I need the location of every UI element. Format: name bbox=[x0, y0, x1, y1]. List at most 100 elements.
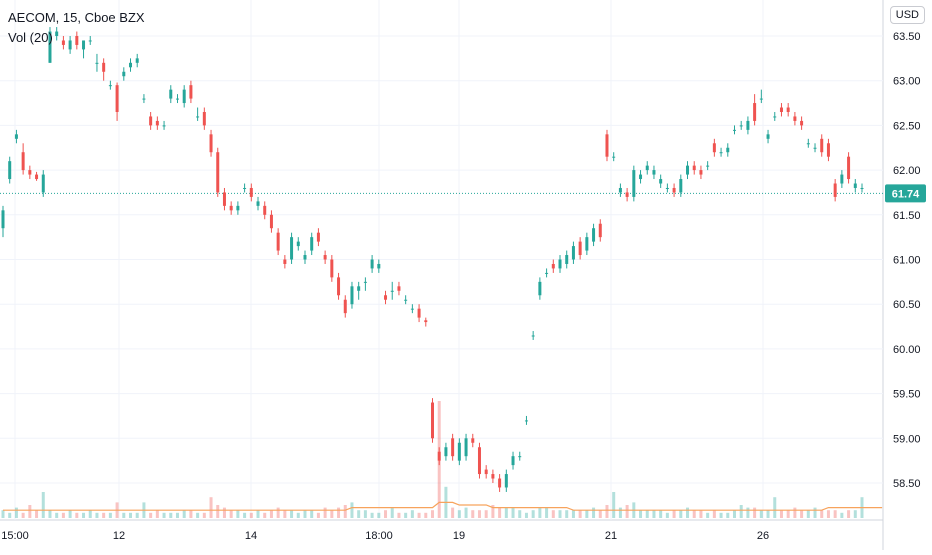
candle-body bbox=[95, 62, 99, 64]
candle-body bbox=[48, 31, 52, 63]
volume-bar bbox=[524, 512, 528, 518]
volume-bar bbox=[108, 512, 112, 518]
volume-bar bbox=[753, 507, 757, 518]
volume-bar bbox=[88, 510, 92, 518]
candle-body bbox=[410, 308, 414, 310]
y-tick-label: 59.50 bbox=[893, 389, 921, 401]
y-tick-label: 61.00 bbox=[893, 255, 921, 267]
candle-body bbox=[115, 85, 119, 112]
volume-bar bbox=[169, 512, 173, 518]
candle-body bbox=[524, 420, 528, 422]
candle-body bbox=[605, 134, 609, 157]
x-tick-label: 26 bbox=[757, 530, 769, 542]
volume-bar bbox=[102, 512, 106, 518]
volume-bar bbox=[182, 510, 186, 518]
volume-bar bbox=[75, 512, 79, 518]
candle-body bbox=[766, 134, 770, 139]
candle-body bbox=[726, 147, 730, 153]
candle-body bbox=[484, 469, 488, 475]
candle-body bbox=[397, 286, 401, 291]
volume-bar bbox=[41, 492, 45, 518]
volume-bar bbox=[35, 510, 39, 518]
candle-body bbox=[417, 308, 421, 318]
candle-body bbox=[840, 174, 844, 184]
candle-body bbox=[263, 205, 267, 215]
candle-body bbox=[639, 174, 643, 180]
volume-bar bbox=[578, 510, 582, 518]
candle-body bbox=[571, 246, 575, 260]
volume-bar bbox=[216, 505, 220, 518]
volume-bar bbox=[558, 510, 562, 518]
candle-body bbox=[236, 205, 240, 211]
volume-bar bbox=[732, 510, 736, 518]
volume-bar bbox=[726, 512, 730, 518]
volume-bar bbox=[337, 507, 341, 518]
candle-body bbox=[665, 187, 669, 189]
x-tick-label: 14 bbox=[245, 530, 257, 542]
volume-bar bbox=[639, 510, 643, 518]
volume-bar bbox=[68, 510, 72, 518]
volume-bar bbox=[303, 510, 307, 518]
volume-bar bbox=[477, 510, 481, 518]
candle-body bbox=[384, 295, 388, 300]
volume-bar bbox=[585, 510, 589, 518]
candle-body bbox=[149, 116, 153, 126]
volume-bar bbox=[283, 510, 287, 518]
volume-bar bbox=[659, 510, 663, 518]
volume-bar bbox=[149, 512, 153, 518]
volume-bar bbox=[571, 510, 575, 518]
volume-bar bbox=[397, 512, 401, 518]
candle-body bbox=[88, 40, 92, 42]
candle-body bbox=[518, 456, 522, 458]
symbol-title[interactable]: AECOM, 15, Cboe BZX bbox=[8, 10, 145, 25]
volume-bar bbox=[290, 510, 294, 518]
candle-body bbox=[538, 281, 542, 296]
candle-body bbox=[196, 116, 200, 118]
candle-body bbox=[833, 183, 837, 197]
candle-body bbox=[1, 210, 5, 229]
candle-body bbox=[269, 214, 273, 229]
volume-bar bbox=[746, 507, 750, 518]
candle-body bbox=[14, 134, 18, 139]
volume-bar bbox=[766, 510, 770, 518]
candle-body bbox=[28, 170, 32, 175]
volume-bar bbox=[504, 507, 508, 518]
candle-body bbox=[303, 255, 307, 260]
volume-bar bbox=[175, 512, 179, 518]
volume-indicator-label[interactable]: Vol (20) bbox=[8, 30, 53, 45]
volume-bar bbox=[404, 512, 408, 518]
volume-bar bbox=[129, 512, 133, 518]
volume-bar bbox=[330, 510, 334, 518]
candle-body bbox=[464, 438, 468, 457]
y-tick-label: 60.00 bbox=[893, 344, 921, 356]
candle-body bbox=[310, 237, 314, 251]
currency-button[interactable]: USD bbox=[889, 6, 925, 24]
candle-body bbox=[370, 259, 374, 269]
y-tick-label: 59.00 bbox=[893, 433, 921, 445]
candle-body bbox=[41, 174, 45, 193]
volume-bar bbox=[699, 510, 703, 518]
volume-bar bbox=[357, 510, 361, 518]
volume-bar bbox=[196, 512, 200, 518]
volume-bar bbox=[813, 507, 817, 518]
candle-body bbox=[55, 31, 59, 36]
candle-body bbox=[21, 152, 25, 171]
candle-body bbox=[826, 143, 830, 157]
volume-bar bbox=[840, 512, 844, 518]
y-tick-label: 61.50 bbox=[893, 210, 921, 222]
volume-bar bbox=[390, 507, 394, 518]
volume-bar bbox=[759, 510, 763, 518]
candle-body bbox=[323, 255, 327, 260]
volume-bar bbox=[417, 512, 421, 518]
volume-bar bbox=[269, 510, 273, 518]
y-tick-label: 58.50 bbox=[893, 478, 921, 490]
volume-bar bbox=[55, 512, 59, 518]
x-tick-label: 19 bbox=[453, 530, 465, 542]
volume-bar bbox=[565, 510, 569, 518]
y-tick-label: 62.00 bbox=[893, 165, 921, 177]
candle-body bbox=[753, 103, 757, 121]
candle-body bbox=[175, 98, 179, 100]
volume-bar bbox=[431, 510, 434, 518]
